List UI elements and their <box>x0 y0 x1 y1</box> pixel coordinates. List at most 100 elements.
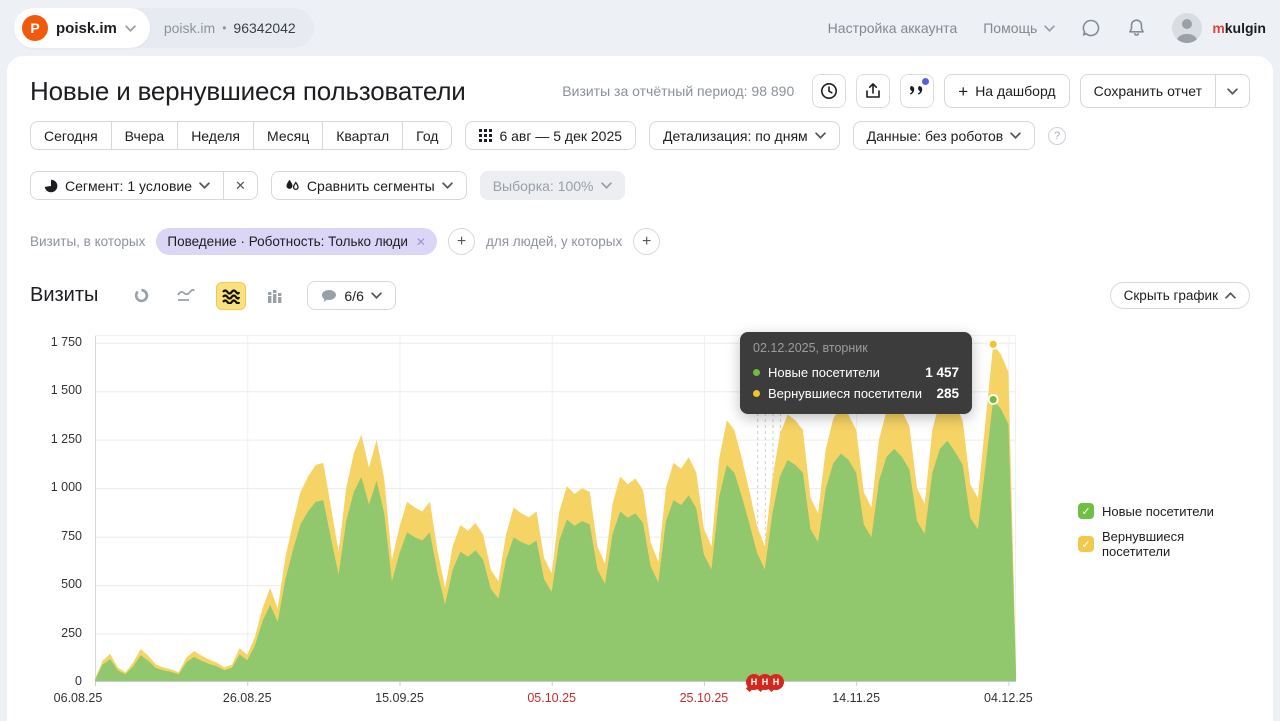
y-axis-label: 1 250 <box>30 432 82 446</box>
period-preset-button-0[interactable]: Сегодня <box>30 121 112 150</box>
period-controls: СегодняВчераНеделяМесяцКварталГод 6 авг … <box>30 121 1250 150</box>
segment-controls: Сегмент: 1 условие ✕ Сравнить сегменты В… <box>30 171 1250 200</box>
help-menu[interactable]: Помощь <box>983 20 1055 36</box>
period-preset-button-4[interactable]: Квартал <box>323 121 403 150</box>
legend-item-1[interactable]: ✓ Вернувшиеся посетители <box>1078 529 1250 559</box>
column-chart-icon <box>267 288 285 304</box>
news-annotation-badge[interactable]: Н <box>768 674 784 690</box>
y-axis-label: 1 500 <box>30 383 82 397</box>
x-axis-label: 05.10.25 <box>527 691 576 705</box>
chevron-up-icon <box>1225 292 1236 299</box>
compare-segments-label: Сравнить сегменты <box>307 178 435 194</box>
segment-clear-button[interactable]: ✕ <box>223 172 257 199</box>
news-annotation-badge[interactable]: Н <box>746 674 762 690</box>
segment-split-button: Сегмент: 1 условие ✕ <box>30 171 258 200</box>
y-axis-label: 750 <box>30 529 82 543</box>
y-axis-label: 1 750 <box>30 335 82 349</box>
account-settings-label: Настройка аккаунта <box>828 20 958 36</box>
chart-type-line-button[interactable] <box>171 282 201 310</box>
counter-logo-icon: P <box>22 15 48 41</box>
legend-item-0[interactable]: ✓ Новые посетители <box>1078 503 1250 519</box>
calendar-grid-icon <box>479 129 492 142</box>
data-filter-label: Данные: без роботов <box>867 128 1004 144</box>
history-button[interactable] <box>812 74 846 108</box>
segment-label: Сегмент: 1 условие <box>65 178 192 194</box>
chevron-down-icon <box>199 182 210 189</box>
chat-icon <box>1081 18 1101 38</box>
legend-label: Вернувшиеся посетители <box>1102 529 1250 559</box>
clock-icon <box>820 82 838 100</box>
comments-button[interactable] <box>900 74 934 108</box>
tooltip-series-label: Вернувшиеся посетители <box>768 386 928 401</box>
compare-segments-dropdown[interactable]: Сравнить сегменты <box>271 171 467 200</box>
date-range-label: 6 авг — 5 дек 2025 <box>499 128 622 144</box>
page-title: Новые и вернувшиеся пользователи <box>30 76 466 107</box>
y-axis-label: 500 <box>30 577 82 591</box>
save-report-menu-button[interactable] <box>1215 75 1249 107</box>
sampling-dropdown[interactable]: Выборка: 100% <box>480 171 625 200</box>
period-preset-button-2[interactable]: Неделя <box>178 121 254 150</box>
chevron-down-icon <box>1227 88 1238 95</box>
legend-checkbox-icon[interactable]: ✓ <box>1078 536 1094 552</box>
x-axis-label: 04.12.25 <box>984 691 1033 705</box>
breadcrumb-separator: • <box>222 21 226 35</box>
report-header: Новые и вернувшиеся пользователи Визиты … <box>30 74 1250 108</box>
segment-dropdown[interactable]: Сегмент: 1 условие <box>31 172 223 199</box>
visits-chart[interactable]: 02505007501 0001 2501 5001 750 06.08.252… <box>30 330 1250 715</box>
notification-dot <box>922 78 929 85</box>
speech-bubble-icon <box>321 289 337 303</box>
annotations-button[interactable]: 6/6 <box>307 281 395 310</box>
y-axis-label: 1 000 <box>30 480 82 494</box>
behavior-filter-chip[interactable]: Поведение · Роботность: Только люди ✕ <box>156 228 437 255</box>
plus-icon: + <box>457 234 466 250</box>
hide-chart-button[interactable]: Скрыть график <box>1110 282 1250 309</box>
compare-drops-icon <box>285 179 300 193</box>
notifications-button[interactable] <box>1127 18 1146 38</box>
counter-name: poisk.im <box>56 20 117 37</box>
chat-button[interactable] <box>1081 18 1101 38</box>
chart-type-pie-button[interactable] <box>126 282 156 310</box>
sampling-label: Выборка: 100% <box>493 178 594 194</box>
chart-type-columns-button[interactable] <box>261 282 291 310</box>
chart-toolbar: Визиты 6/6 Скрыть график <box>30 281 1250 310</box>
export-button[interactable] <box>856 74 890 108</box>
tooltip-series-label: Новые посетители <box>768 365 917 380</box>
legend-checkbox-icon[interactable]: ✓ <box>1078 503 1094 519</box>
chart-type-switcher <box>126 282 291 310</box>
chart-type-stacked-area-button[interactable] <box>216 282 246 310</box>
period-preset-button-3[interactable]: Месяц <box>254 121 323 150</box>
chevron-down-icon <box>1044 25 1055 32</box>
remove-filter-icon[interactable]: ✕ <box>416 235 426 249</box>
account-settings-link[interactable]: Настройка аккаунта <box>828 20 958 36</box>
add-visit-condition-button[interactable]: + <box>448 228 475 255</box>
x-axis-label: 26.08.25 <box>223 691 272 705</box>
topbar-right: Настройка аккаунта Помощь mkulgin <box>828 13 1266 43</box>
tooltip-row-1: Вернувшиеся посетители285 <box>753 383 959 404</box>
add-to-dashboard-button[interactable]: + На дашборд <box>944 74 1069 108</box>
chevron-down-icon <box>125 25 136 32</box>
username[interactable]: mkulgin <box>1212 20 1266 36</box>
save-report-label: Сохранить отчет <box>1094 83 1202 99</box>
people-condition-label: для людей, у которых <box>486 234 622 249</box>
series-dot-icon <box>753 369 760 376</box>
date-range-button[interactable]: 6 авг — 5 дек 2025 <box>465 121 636 150</box>
avatar[interactable] <box>1172 13 1202 43</box>
help-tooltip-icon[interactable]: ? <box>1048 127 1066 145</box>
tooltip-row-0: Новые посетители1 457 <box>753 362 959 383</box>
counter-group: P poisk.im poisk.im • 96342042 <box>14 8 314 48</box>
counter-switcher[interactable]: P poisk.im <box>14 8 150 48</box>
detail-dropdown[interactable]: Детализация: по дням <box>649 121 840 150</box>
y-axis-label: 0 <box>30 674 82 688</box>
chevron-down-icon <box>815 132 826 139</box>
username-first: m <box>1212 20 1224 36</box>
topbar: P poisk.im poisk.im • 96342042 Настройка… <box>0 0 1280 56</box>
save-report-button[interactable]: Сохранить отчет <box>1081 75 1215 107</box>
period-preset-button-1[interactable]: Вчера <box>112 121 179 150</box>
help-label: Помощь <box>983 20 1037 36</box>
segment-pie-icon <box>44 179 58 193</box>
legend-label: Новые посетители <box>1102 504 1214 519</box>
period-preset-button-5[interactable]: Год <box>403 121 452 150</box>
data-filter-dropdown[interactable]: Данные: без роботов <box>853 121 1036 150</box>
add-people-condition-button[interactable]: + <box>633 228 660 255</box>
close-icon: ✕ <box>235 178 246 194</box>
